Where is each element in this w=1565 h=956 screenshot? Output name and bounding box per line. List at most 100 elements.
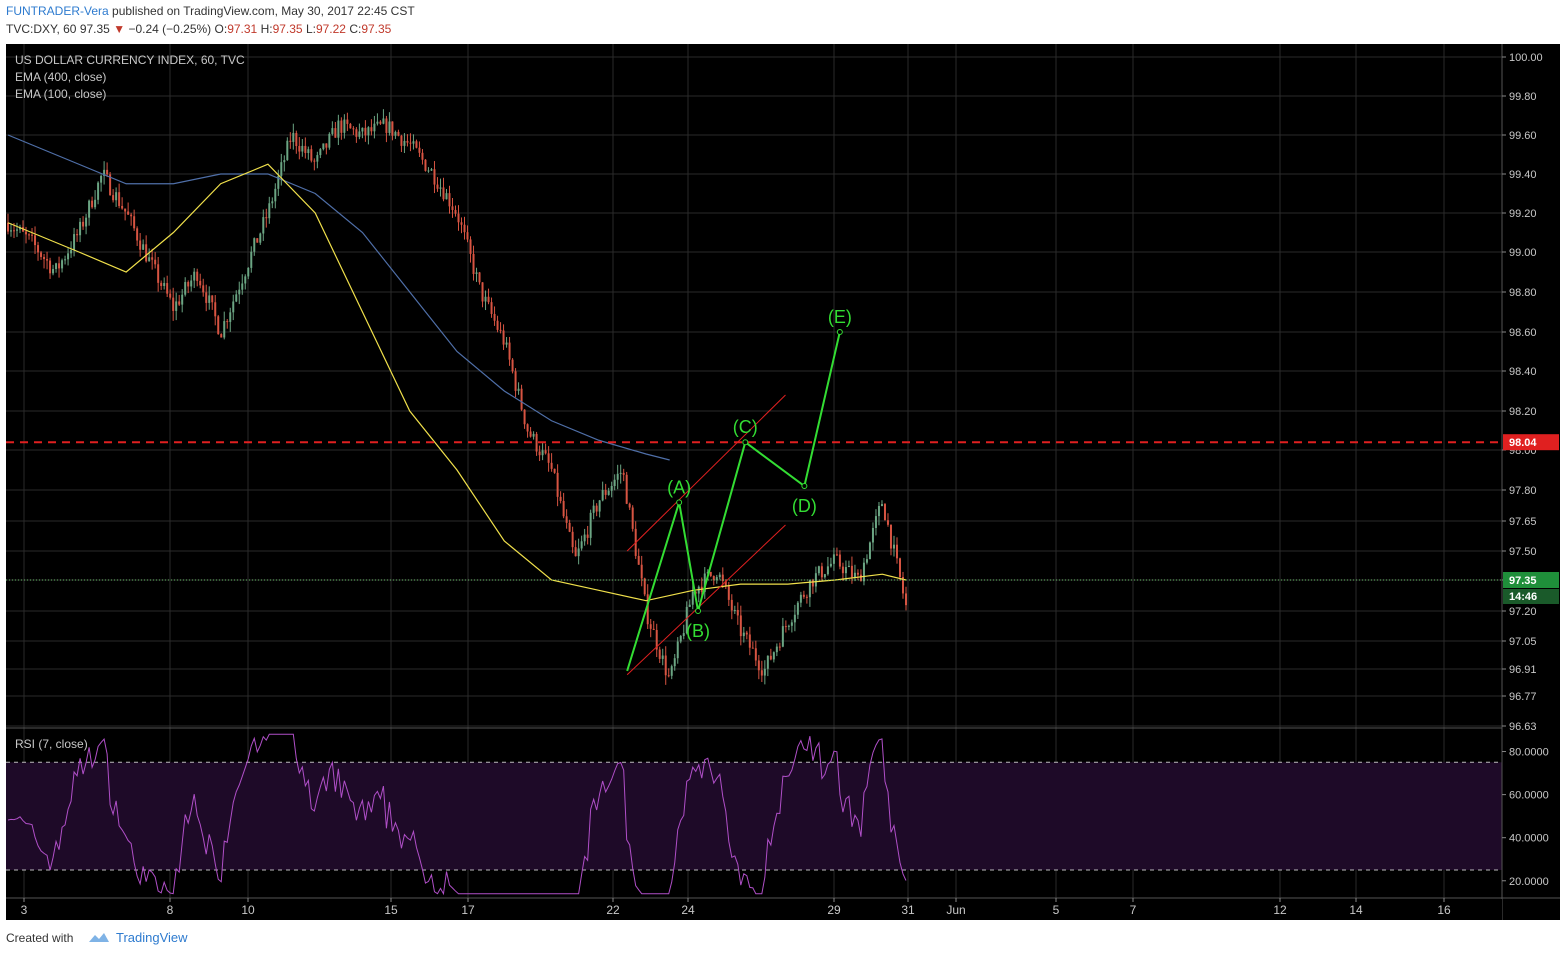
candle-body	[496, 320, 499, 330]
candle-body	[64, 259, 67, 261]
time-tick-label: Jun	[946, 903, 965, 917]
candle-body	[748, 634, 751, 648]
tradingview-link[interactable]: TradingView	[116, 930, 188, 945]
candle-body	[322, 143, 325, 150]
candle-body	[772, 652, 775, 660]
candle-body	[619, 472, 622, 474]
price-tick-label: 100.00	[1509, 52, 1543, 64]
candle-body	[412, 141, 415, 144]
chart-frame[interactable]: (A) (B) (C) (D) (E) 100.00 99.80 99.60 99.40 99.2…	[6, 44, 1560, 920]
candle-body	[49, 260, 52, 274]
price-tick-label: 99.80	[1509, 91, 1537, 103]
price-tick-label: 96.77	[1509, 691, 1537, 703]
candle-body	[769, 655, 772, 660]
time-tick-label: 8	[167, 903, 174, 917]
candle-body	[898, 558, 901, 578]
author-link[interactable]: FUNTRADER-Vera	[6, 4, 109, 18]
candle-body	[268, 203, 271, 219]
candle-body	[181, 294, 184, 305]
candle-body	[130, 214, 133, 217]
resistance-price-badge: 98.04	[1509, 437, 1537, 449]
candle-body	[766, 655, 769, 669]
candle-body	[70, 250, 73, 254]
candle-body	[37, 245, 40, 253]
candle-body	[259, 233, 262, 243]
time-tick-label: 15	[384, 903, 398, 917]
candle-body	[799, 594, 802, 603]
candle-body	[718, 574, 721, 578]
candle-body	[871, 527, 874, 543]
candle-body	[637, 555, 640, 565]
candle-body	[394, 131, 397, 136]
candle-body	[241, 283, 244, 290]
price-tick-label: 99.20	[1509, 208, 1537, 220]
candle-body	[256, 238, 259, 243]
candle-body	[82, 221, 85, 227]
candle-body	[436, 184, 439, 189]
publish-line: FUNTRADER-Vera published on TradingView.…	[6, 4, 415, 18]
candle-body	[526, 424, 529, 432]
candle-body	[97, 182, 100, 200]
candle-body	[340, 120, 343, 133]
candle-body	[688, 604, 691, 607]
candle-body	[118, 192, 121, 206]
candle-body	[643, 578, 646, 595]
candle-body	[874, 516, 877, 528]
wave-label: (D)	[792, 496, 817, 516]
candle-body	[175, 301, 178, 311]
candle-body	[217, 316, 220, 335]
candle-body	[337, 120, 340, 138]
candle-body	[487, 296, 490, 303]
candle-body	[670, 666, 673, 676]
candle-body	[631, 507, 634, 529]
candle-body	[76, 234, 79, 236]
candle-body	[151, 257, 154, 260]
low-value: 97.22	[315, 22, 346, 36]
candle-body	[760, 670, 763, 676]
time-tick-label: 22	[606, 903, 620, 917]
footer: Created with TradingView	[0, 920, 1565, 956]
candle-body	[508, 342, 511, 360]
candle-body	[835, 554, 838, 556]
candle-body	[808, 579, 811, 598]
candle-body	[196, 271, 199, 281]
price-tick-label: 97.65	[1509, 516, 1537, 528]
close-value: 97.35	[361, 22, 392, 36]
channel-upper-line	[626, 394, 786, 552]
candle-body	[895, 544, 898, 559]
last-price: 97.35	[79, 22, 110, 36]
candle-body	[517, 388, 520, 391]
close-label: C:	[349, 22, 362, 36]
candle-body	[85, 217, 88, 227]
wave-path	[626, 331, 841, 672]
candle-body	[628, 503, 631, 508]
high-value: 97.35	[272, 22, 303, 36]
chart-header: FUNTRADER-Vera published on TradingView.…	[0, 0, 1565, 44]
price-tick-label: 98.80	[1509, 287, 1537, 299]
candle-body	[793, 614, 796, 623]
candle-body	[613, 479, 616, 486]
candle-body	[553, 468, 556, 473]
candle-body	[676, 641, 679, 659]
candle-body	[433, 169, 436, 185]
down-arrow-icon: ▼	[113, 22, 126, 36]
candle-body	[883, 504, 886, 521]
time-tick-label: 31	[901, 903, 915, 917]
candle-body	[211, 295, 214, 303]
candle-body	[715, 577, 718, 581]
candle-body	[460, 222, 463, 225]
candle-body	[586, 534, 589, 538]
candle-body	[46, 259, 49, 261]
chart-canvas[interactable]: (A) (B) (C) (D) (E) 100.00 99.80 99.60 99.40 99.2…	[6, 44, 1560, 920]
candle-body	[226, 321, 229, 323]
candle-body	[661, 655, 664, 659]
candle-body	[841, 566, 844, 574]
candle-body	[520, 388, 523, 410]
ema100-legend: EMA (100, close)	[15, 87, 107, 101]
candle-body	[358, 131, 361, 137]
price-tick-label: 97.80	[1509, 485, 1537, 497]
candle-body	[136, 228, 139, 241]
candle-body	[100, 175, 103, 183]
candle-body	[727, 586, 730, 600]
candle-body	[430, 169, 433, 171]
